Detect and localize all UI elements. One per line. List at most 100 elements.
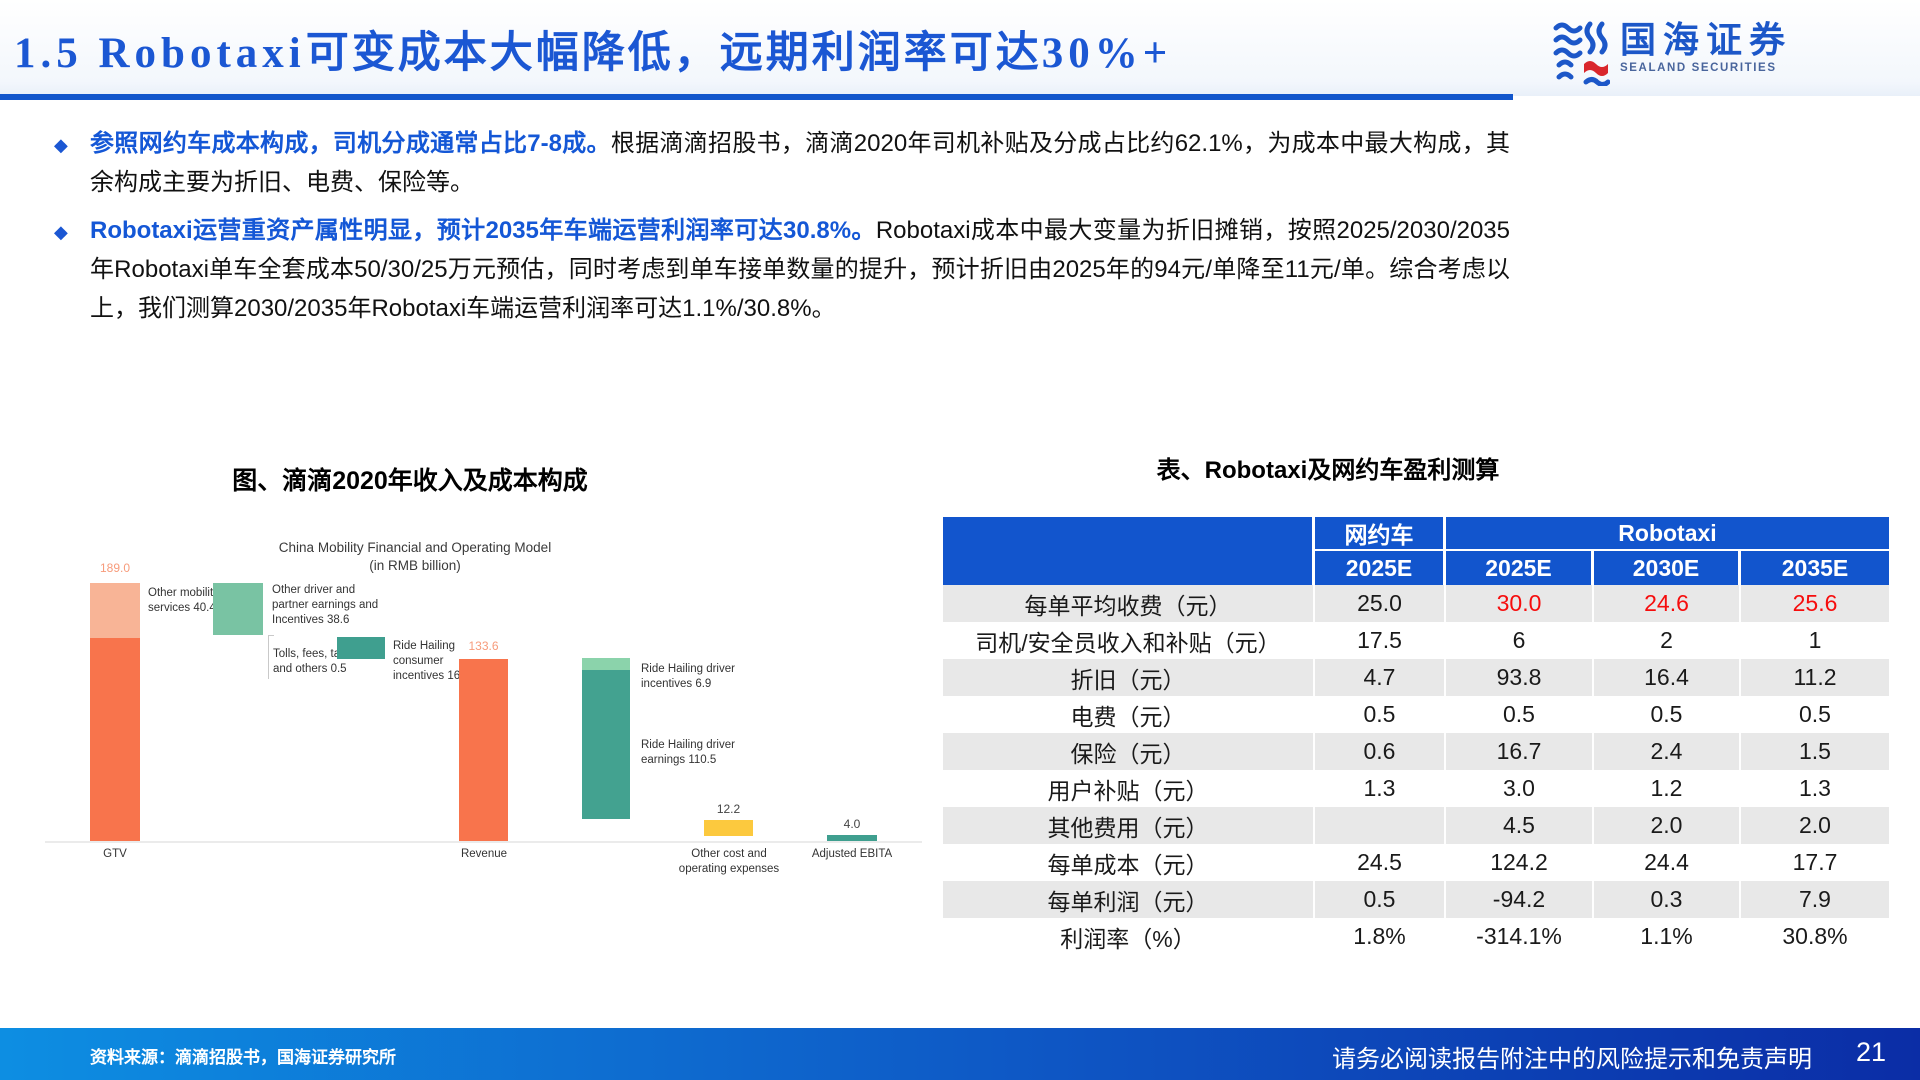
row-value: 16.4: [1594, 659, 1741, 696]
row-value: 2.0: [1594, 807, 1741, 844]
diamond-bullet-icon: ◆: [54, 135, 68, 155]
row-value: 1.8%: [1315, 918, 1446, 955]
sealand-logo: 国海证券 SEALAND SECURITIES: [1552, 20, 1792, 86]
title-text-zh: 可变成本大幅降低，远期利润率可达: [305, 29, 1042, 77]
profit-table: 网约车 Robotaxi 2025E 2025E 2030E 2035E 每单平…: [943, 517, 1889, 955]
header-year-1: 2025E: [1315, 551, 1446, 585]
didi-waterfall-chart: 图、滴滴2020年收入及成本构成 China Mobility Financia…: [40, 455, 940, 905]
row-value: 16.7: [1446, 733, 1594, 770]
bar-other-driver-earnings: [213, 583, 263, 635]
row-label: 每单利润（元）: [943, 881, 1315, 918]
header-band: [0, 0, 1920, 96]
x-label-gtv: GTV: [103, 848, 127, 860]
label-tolls-fees: Tolls, fees, taxes and others 0.5: [273, 648, 359, 675]
row-value: 0.6: [1315, 733, 1446, 770]
row-value: 0.5: [1446, 696, 1594, 733]
row-label: 每单成本（元）: [943, 844, 1315, 881]
row-value: 17.5: [1315, 622, 1446, 659]
chart-title-line1: China Mobility Financial and Operating M…: [278, 540, 552, 555]
row-value: 30.8%: [1741, 918, 1889, 955]
footer-bar: 资料来源：滴滴招股书，国海证券研究所 请务必阅读报告附注中的风险提示和免责声明 …: [0, 1028, 1920, 1080]
row-value: 11.2: [1741, 659, 1889, 696]
revenue-total-label: 133.6: [468, 639, 499, 653]
row-label: 利润率（%）: [943, 918, 1315, 955]
table-row: 每单成本（元） 24.5 124.2 24.4 17.7: [943, 844, 1889, 881]
page-title: 1.5 Robotaxi可变成本大幅降低，远期利润率可达30%+: [14, 18, 1514, 80]
row-value: 24.4: [1594, 844, 1741, 881]
row-label: 折旧（元）: [943, 659, 1315, 696]
label-other-driver-earnings: Other driver and partner earnings and In…: [272, 584, 379, 626]
row-value: 124.2: [1446, 844, 1594, 881]
logo-name-zh: 国海证券: [1620, 19, 1793, 60]
chart-caption: 图、滴滴2020年收入及成本构成: [232, 467, 588, 495]
tolls-connector-line: [268, 635, 274, 679]
row-value: 25.6: [1741, 585, 1889, 622]
row-value: 1.3: [1315, 770, 1446, 807]
title-section-number: 1.5 Robotaxi: [14, 30, 306, 77]
x-axis-line: [45, 841, 922, 843]
disclaimer-text: 请务必阅读报告附注中的风险提示和免责声明: [1332, 1046, 1812, 1073]
x-label-revenue: Revenue: [460, 848, 508, 860]
row-value: 1.1%: [1594, 918, 1741, 955]
header-empty-cell: [943, 517, 1315, 585]
bar-driver-incentives: [582, 658, 630, 670]
bar-gtv-core: [90, 638, 140, 841]
row-value: -314.1%: [1446, 918, 1594, 955]
row-value: 0.5: [1741, 696, 1889, 733]
row-value: 24.6: [1594, 585, 1741, 622]
bullet-item-1: ◆ 参照网约车成本构成，司机分成通常占比7-8成。根据滴滴招股书，滴滴2020年…: [0, 124, 1520, 202]
ebita-total-label: 4.0: [843, 817, 861, 831]
source-note: 资料来源：滴滴招股书，国海证券研究所: [90, 1048, 396, 1067]
header-year-4: 2035E: [1741, 551, 1889, 585]
bar-consumer-incentives: [337, 637, 385, 659]
row-value: 1: [1741, 622, 1889, 659]
row-label: 保险（元）: [943, 733, 1315, 770]
diamond-bullet-icon: ◆: [54, 222, 68, 242]
row-value: 0.5: [1315, 696, 1446, 733]
table-row: 保险（元） 0.6 16.7 2.4 1.5: [943, 733, 1889, 770]
logo-text: 国海证券 SEALAND SECURITIES: [1620, 19, 1793, 75]
row-label: 其他费用（元）: [943, 807, 1315, 844]
bullet-1-highlight: 参照网约车成本构成，司机分成通常占比7-8成。: [90, 130, 611, 157]
sealand-logo-icon: [1553, 21, 1610, 86]
bullet-item-2: ◆ Robotaxi运营重资产属性明显，预计2035年车端运营利润率可达30.8…: [0, 211, 1520, 328]
bullet-2-highlight: Robotaxi运营重资产属性明显，预计2035年车端运营利润率可达30.8%。: [90, 217, 876, 244]
table-row: 折旧（元） 4.7 93.8 16.4 11.2: [943, 659, 1889, 696]
bar-driver-earnings: [582, 670, 630, 819]
row-value: 93.8: [1446, 659, 1594, 696]
table-row: 利润率（%） 1.8% -314.1% 1.1% 30.8%: [943, 918, 1889, 955]
bullet-1-body: 根据滴滴招股书，滴滴2020年司机补贴及分成占比约62.1%，为成本中最大构成，…: [90, 130, 1510, 196]
title-suffix: 30%+: [1041, 30, 1173, 77]
row-label: 司机/安全员收入和补贴（元）: [943, 622, 1315, 659]
row-value: [1315, 807, 1446, 844]
row-value: 1.5: [1741, 733, 1889, 770]
row-value: 25.0: [1315, 585, 1446, 622]
bar-revenue: [459, 659, 508, 841]
row-value: -94.2: [1446, 881, 1594, 918]
x-label-other-cost: Other cost and operating expenses: [678, 848, 780, 875]
header-robotaxi: Robotaxi: [1446, 517, 1889, 551]
bar-gtv-other-mobility: [90, 583, 140, 638]
label-driver-incentives: Ride Hailing driver incentives 6.9: [641, 663, 735, 690]
logo-name-en: SEALAND SECURITIES: [1620, 62, 1777, 74]
header-year-2: 2025E: [1446, 551, 1594, 585]
header-year-3: 2030E: [1594, 551, 1741, 585]
row-value: 0.5: [1594, 696, 1741, 733]
bar-other-cost: [704, 820, 753, 836]
row-value: 2: [1594, 622, 1741, 659]
bullet-list: ◆ 参照网约车成本构成，司机分成通常占比7-8成。根据滴滴招股书，滴滴2020年…: [0, 124, 1520, 337]
row-value: 1.3: [1741, 770, 1889, 807]
row-label: 电费（元）: [943, 696, 1315, 733]
title-underline: [0, 94, 1513, 100]
row-value: 3.0: [1446, 770, 1594, 807]
other-cost-total-label: 12.2: [716, 802, 741, 816]
row-value: 30.0: [1446, 585, 1594, 622]
x-label-adjusted-ebita: Adjusted EBITA: [811, 848, 893, 860]
bar-adjusted-ebita: [827, 835, 877, 841]
row-label: 用户补贴（元）: [943, 770, 1315, 807]
profit-table-body: 每单平均收费（元） 25.0 30.0 24.6 25.6 司机/安全员收入和补贴（元） 1…: [943, 585, 1889, 955]
row-value: 6: [1446, 622, 1594, 659]
chart-inner-title: China Mobility Financial and Operating M…: [235, 539, 595, 575]
row-value: 2.0: [1741, 807, 1889, 844]
